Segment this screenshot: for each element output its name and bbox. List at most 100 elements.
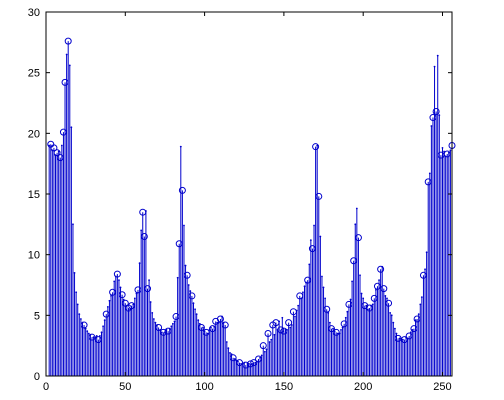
stem-marker-dot	[198, 322, 201, 325]
stem-marker-dot	[259, 356, 262, 359]
stem-marker-dot	[152, 318, 155, 320]
stem-marker-dot	[125, 304, 128, 307]
stem-marker-circle	[144, 285, 151, 293]
stem-marker-dot	[195, 313, 198, 316]
stem-marker-circle	[410, 325, 418, 333]
stem-marker-dot	[392, 321, 395, 324]
stem-marker-circle	[323, 305, 331, 313]
stem-marker-circle	[259, 342, 267, 350]
stem-marker-dot	[302, 291, 304, 294]
stem-marker-dot	[203, 330, 206, 333]
stem-marker-dot	[276, 328, 279, 331]
stem-marker-dot	[222, 321, 225, 324]
stem-marker-dot	[138, 262, 141, 265]
stem-marker-circle	[59, 128, 67, 136]
stem-marker-dot	[390, 314, 393, 317]
stem-marker-circle	[424, 178, 432, 186]
stem-marker-dot	[213, 325, 216, 328]
stem-marker-dot	[114, 275, 117, 278]
stem-marker-dot	[75, 291, 78, 294]
stem-marker-dot	[438, 114, 441, 117]
stem-marker-circle	[289, 308, 297, 316]
stem-marker-circle	[296, 292, 304, 300]
stem-marker-circle	[53, 149, 61, 157]
stem-marker-dot	[355, 207, 358, 210]
stem-marker-dot	[417, 313, 420, 316]
stem-marker-dot	[360, 292, 363, 295]
stem-marker-circle	[366, 304, 374, 312]
stem-marker-dot	[106, 305, 109, 308]
stem-marker-circle	[139, 208, 147, 216]
stem-marker-circle	[94, 336, 102, 344]
stem-marker-dot	[156, 324, 158, 326]
stem-marker-dot	[344, 316, 347, 319]
stem-marker-circle	[113, 270, 121, 278]
stem-marker-circle	[175, 240, 183, 248]
stem-marker-dot	[246, 362, 249, 365]
stem-marker-dot	[341, 326, 344, 329]
stem-marker-dot	[447, 151, 450, 154]
stem-marker-dot	[346, 310, 349, 313]
stem-marker-circle	[155, 323, 163, 331]
stem-marker-dot	[197, 319, 200, 322]
y-tick-label: 15	[28, 189, 40, 201]
x-tick-label: 0	[43, 381, 49, 393]
stem-marker-dot	[254, 361, 257, 364]
stem-marker-circle	[370, 294, 378, 302]
stem-marker-dot	[187, 284, 190, 286]
stem-marker-dot	[268, 341, 271, 343]
stem-marker-dot	[99, 335, 101, 337]
stem-marker-circle	[159, 328, 167, 336]
stem-marker-dot	[148, 279, 150, 282]
stem-marker-dot	[425, 251, 428, 254]
stem-marker-circle	[140, 232, 148, 240]
stem-marker-circle	[377, 265, 385, 273]
stem-marker-circle	[332, 328, 340, 336]
stem-marker-circle	[304, 276, 312, 284]
stem-marker-dot	[278, 320, 281, 323]
stem-marker-circle	[242, 361, 250, 369]
stem-marker-dot	[349, 298, 352, 301]
stem-marker-dot	[132, 303, 135, 306]
stem-marker-dot	[378, 279, 380, 282]
stem-marker-dot	[79, 318, 82, 320]
stem-marker-circle	[61, 78, 69, 86]
stem-marker-circle	[235, 359, 243, 367]
stem-lines	[48, 41, 453, 376]
stem-marker-dot	[328, 321, 331, 324]
stem-marker-dot	[308, 263, 311, 266]
stem-marker-dot	[160, 331, 163, 334]
stem-marker-dot	[206, 332, 209, 335]
stem-marker-dot	[118, 279, 120, 282]
stem-marker-circle	[64, 37, 72, 45]
stem-marker-dot	[322, 286, 325, 289]
stem-marker-dot	[171, 322, 174, 325]
stem-marker-dot	[68, 64, 71, 67]
stem-marker-circle	[350, 257, 358, 265]
stem-marker-dot	[92, 336, 95, 339]
stem-marker-dot	[81, 321, 84, 324]
stem-marker-circle	[121, 299, 129, 307]
stem-marker-dot	[444, 155, 447, 158]
stem-marker-circle	[178, 186, 186, 194]
stem-marker-circle	[312, 143, 320, 151]
stem-marker-dot	[76, 303, 79, 306]
stem-marker-dot	[319, 235, 322, 238]
stem-marker-dot	[428, 172, 431, 175]
stem-marker-circle	[373, 282, 381, 290]
stem-marker-dot	[194, 308, 196, 311]
stem-marker-dot	[286, 328, 288, 331]
stem-marker-dot	[235, 359, 238, 362]
stem-marker-dot	[170, 325, 173, 328]
stem-marker-dot	[359, 274, 361, 277]
stem-marker-dot	[95, 335, 98, 337]
stem-marker-circle	[405, 332, 413, 340]
stem-marker-dot	[217, 321, 220, 324]
stem-marker-dot	[241, 362, 244, 365]
stem-marker-dot	[265, 348, 268, 351]
stem-marker-dot	[381, 265, 384, 268]
stem-marker-dot	[236, 360, 239, 363]
stem-marker-circle	[354, 234, 362, 242]
stem-marker-dot	[189, 290, 192, 292]
stem-marker-circle	[285, 319, 293, 327]
